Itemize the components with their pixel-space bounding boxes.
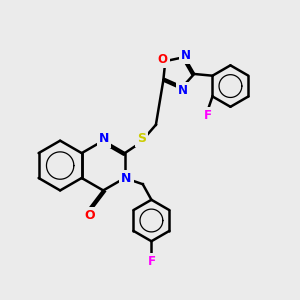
Text: O: O [84,209,95,222]
Text: O: O [158,53,168,66]
Text: S: S [137,132,146,145]
Text: N: N [178,84,188,97]
Text: N: N [181,49,191,62]
Text: N: N [121,172,132,185]
Text: N: N [99,132,109,146]
Text: F: F [204,109,212,122]
Text: F: F [147,255,155,268]
